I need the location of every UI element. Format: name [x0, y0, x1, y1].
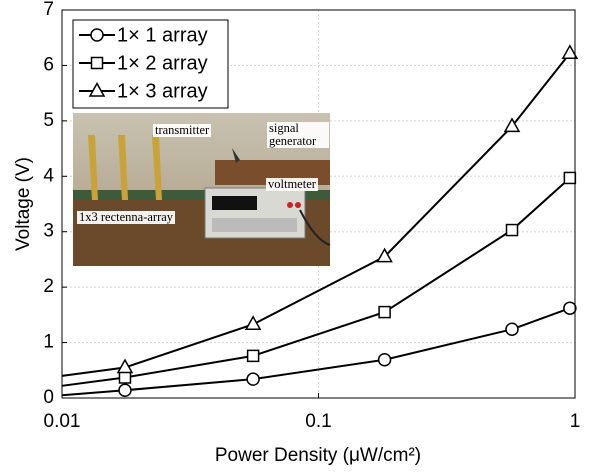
y-tick-label: 1: [43, 332, 54, 353]
marker: [88, 81, 106, 97]
marker: [246, 349, 260, 363]
y-tick-label: 7: [43, 0, 54, 20]
legend-label: 1× 3 array: [117, 80, 208, 102]
legend-label: 1× 1 array: [117, 24, 208, 46]
marker: [505, 322, 519, 337]
annotation: signal generator: [267, 122, 329, 148]
marker: [561, 44, 579, 59]
marker: [90, 28, 104, 42]
y-tick-label: 3: [43, 221, 54, 242]
marker: [563, 171, 577, 185]
marker: [118, 383, 132, 397]
series-line: [61, 52, 571, 377]
marker: [118, 371, 132, 384]
y-tick-label: 2: [43, 276, 54, 297]
marker: [246, 372, 260, 386]
marker: [503, 117, 521, 133]
marker: [563, 301, 577, 315]
y-tick-label: 4: [43, 165, 54, 186]
annotation: transmitter: [153, 123, 212, 137]
series-line: [61, 307, 571, 397]
x-tick-label: 0.1: [305, 411, 331, 432]
y-tick-label: 5: [43, 110, 54, 131]
marker: [378, 305, 391, 319]
y-tick-label: 6: [43, 54, 54, 75]
x-axis-label: Power Density (μW/cm²): [215, 445, 421, 466]
y-tick-label: 0: [43, 387, 54, 408]
x-tick-label: 0.01: [44, 411, 81, 432]
marker: [505, 223, 519, 237]
series-line: [61, 177, 571, 387]
x-tick-label: 1: [570, 411, 581, 432]
marker: [90, 56, 104, 70]
marker: [244, 315, 262, 331]
annotation: voltmeter: [266, 177, 318, 191]
legend-label: 1× 2 array: [117, 52, 208, 74]
annotation: 1x3 rectenna-array: [77, 210, 176, 224]
plot-frame: [61, 9, 576, 399]
y-axis-label: Voltage (V): [13, 157, 34, 251]
marker: [116, 358, 134, 374]
marker: [377, 353, 392, 367]
marker: [376, 247, 393, 263]
